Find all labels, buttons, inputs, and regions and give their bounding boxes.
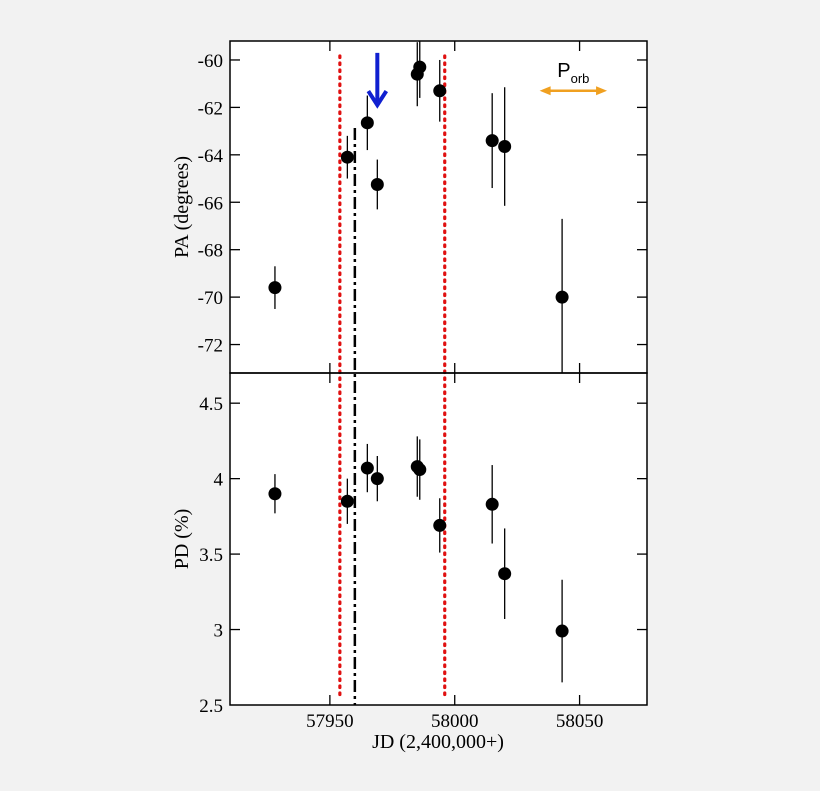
pa-data-point-2 [340, 150, 354, 164]
pd-ytick-label-3: 3.5 [199, 545, 223, 566]
pd-data-point-10 [555, 624, 569, 638]
pa-data-point-1 [268, 281, 282, 295]
pa-axis-label: PA (degrees) [171, 156, 193, 258]
pa-data-point-10 [555, 290, 569, 304]
blue-down-arrow-head [366, 89, 389, 109]
pd-data-point-2 [340, 494, 354, 508]
pd-ytick-label-5: 4.5 [199, 394, 223, 415]
pd-ytick-label-1: 2.5 [199, 696, 223, 717]
pa-data-point-6 [413, 60, 427, 74]
axis-ticks [230, 41, 647, 705]
pa-data-point-7 [433, 84, 447, 98]
pa-ytick-label-1: -60 [198, 51, 223, 72]
pa-data-point-3 [360, 116, 374, 130]
pd-panel-background [230, 373, 647, 705]
xtick-label-3: 58050 [556, 711, 604, 732]
porb-label: Porb [557, 60, 589, 86]
porb-arrow-head-right [596, 86, 608, 96]
pd-axis-label: PD (%) [171, 509, 193, 570]
pd-ytick-label-2: 3 [214, 621, 224, 642]
pa-data-point-4 [370, 177, 384, 191]
pd-data-point-9 [498, 567, 512, 581]
pd-data-point-6 [413, 463, 427, 477]
pa-ytick-label-4: -66 [198, 193, 223, 214]
pd-data-point-1 [268, 487, 282, 501]
pa-data-point-9 [498, 140, 512, 154]
pa-ytick-label-5: -68 [198, 241, 223, 262]
pa-ytick-label-2: -62 [198, 98, 223, 119]
pa-ytick-label-7: -72 [198, 336, 223, 357]
xtick-label-2: 58000 [431, 711, 479, 732]
tick-labels: -60 -62 -64 -66 -68 -70 -72 2.5 3 3.5 4 4.5 57950 580… [198, 51, 604, 732]
pd-data-points [268, 460, 569, 638]
pa-data-point-8 [485, 134, 499, 148]
pd-ytick-label-4: 4 [214, 470, 224, 491]
xtick-label-1: 57950 [306, 711, 354, 732]
reference-lines [338, 54, 447, 705]
pd-data-point-8 [485, 497, 499, 511]
pa-ytick-label-6: -70 [198, 288, 223, 309]
pd-data-point-7 [433, 518, 447, 532]
pd-data-point-3 [360, 461, 374, 475]
x-axis-label: JD (2,400,000+) [372, 731, 504, 753]
porb-arrow-head-left [539, 86, 551, 96]
pd-data-point-4 [370, 472, 384, 486]
pa-data-points [268, 60, 569, 304]
pa-ytick-label-3: -64 [198, 146, 224, 167]
pd-panel-frame [229, 372, 648, 706]
annotations: Porb [366, 52, 608, 109]
